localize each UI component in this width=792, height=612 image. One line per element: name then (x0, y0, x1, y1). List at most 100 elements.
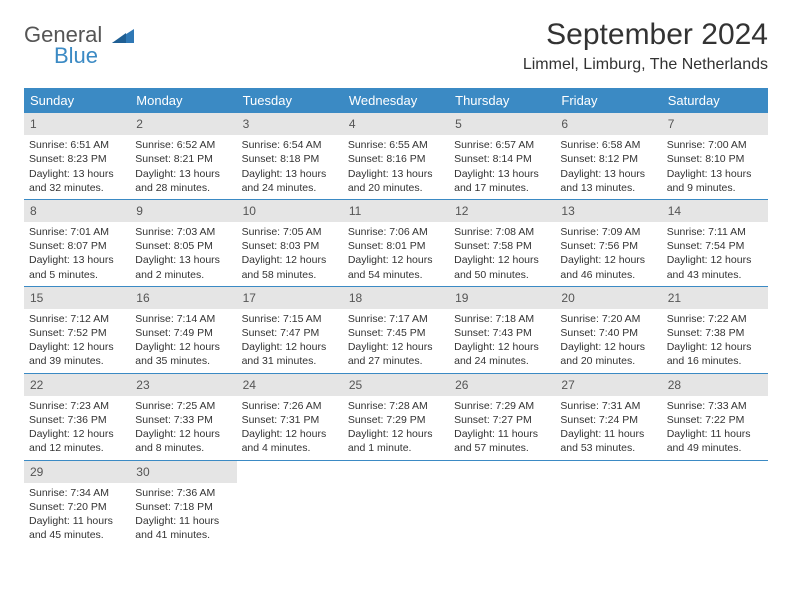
sunset-text: Sunset: 7:29 PM (348, 413, 444, 427)
day-body: Sunrise: 6:57 AMSunset: 8:14 PMDaylight:… (449, 135, 555, 199)
week-row: 22Sunrise: 7:23 AMSunset: 7:36 PMDayligh… (24, 374, 768, 461)
day-cell: 8Sunrise: 7:01 AMSunset: 8:07 PMDaylight… (24, 200, 130, 286)
daylight-text: and 58 minutes. (242, 268, 338, 282)
sunset-text: Sunset: 8:12 PM (560, 152, 656, 166)
sunrise-text: Sunrise: 7:20 AM (560, 312, 656, 326)
daylight-text: Daylight: 13 hours (667, 167, 763, 181)
daylight-text: Daylight: 12 hours (560, 340, 656, 354)
sunset-text: Sunset: 7:24 PM (560, 413, 656, 427)
day-header: Monday (130, 88, 236, 113)
daylight-text: and 50 minutes. (454, 268, 550, 282)
page-subtitle: Limmel, Limburg, The Netherlands (523, 56, 768, 74)
day-cell: 15Sunrise: 7:12 AMSunset: 7:52 PMDayligh… (24, 287, 130, 373)
daylight-text: and 4 minutes. (242, 441, 338, 455)
day-cell: 7Sunrise: 7:00 AMSunset: 8:10 PMDaylight… (662, 113, 768, 199)
day-body: Sunrise: 6:58 AMSunset: 8:12 PMDaylight:… (555, 135, 661, 199)
daylight-text: Daylight: 12 hours (348, 427, 444, 441)
day-number: 11 (343, 200, 449, 222)
sunrise-text: Sunrise: 6:57 AM (454, 138, 550, 152)
day-number: 9 (130, 200, 236, 222)
day-body: Sunrise: 7:03 AMSunset: 8:05 PMDaylight:… (130, 222, 236, 286)
day-number: 8 (24, 200, 130, 222)
sunset-text: Sunset: 7:31 PM (242, 413, 338, 427)
day-number: 15 (24, 287, 130, 309)
daylight-text: and 5 minutes. (29, 268, 125, 282)
day-cell: 18Sunrise: 7:17 AMSunset: 7:45 PMDayligh… (343, 287, 449, 373)
day-body: Sunrise: 7:14 AMSunset: 7:49 PMDaylight:… (130, 309, 236, 373)
day-cell: 1Sunrise: 6:51 AMSunset: 8:23 PMDaylight… (24, 113, 130, 199)
day-number: 23 (130, 374, 236, 396)
logo-triangle-icon (112, 25, 134, 47)
daylight-text: Daylight: 12 hours (667, 253, 763, 267)
daylight-text: and 32 minutes. (29, 181, 125, 195)
day-body: Sunrise: 7:01 AMSunset: 8:07 PMDaylight:… (24, 222, 130, 286)
sunset-text: Sunset: 7:56 PM (560, 239, 656, 253)
day-cell: 30Sunrise: 7:36 AMSunset: 7:18 PMDayligh… (130, 461, 236, 547)
daylight-text: Daylight: 11 hours (560, 427, 656, 441)
day-body: Sunrise: 6:51 AMSunset: 8:23 PMDaylight:… (24, 135, 130, 199)
daylight-text: and 54 minutes. (348, 268, 444, 282)
sunrise-text: Sunrise: 6:55 AM (348, 138, 444, 152)
sunrise-text: Sunrise: 7:11 AM (667, 225, 763, 239)
sunrise-text: Sunrise: 7:25 AM (135, 399, 231, 413)
sunset-text: Sunset: 7:40 PM (560, 326, 656, 340)
daylight-text: Daylight: 12 hours (667, 340, 763, 354)
sunset-text: Sunset: 8:16 PM (348, 152, 444, 166)
day-cell: 5Sunrise: 6:57 AMSunset: 8:14 PMDaylight… (449, 113, 555, 199)
sunrise-text: Sunrise: 7:08 AM (454, 225, 550, 239)
day-number: 18 (343, 287, 449, 309)
daylight-text: and 1 minute. (348, 441, 444, 455)
sunrise-text: Sunrise: 7:03 AM (135, 225, 231, 239)
day-body: Sunrise: 7:06 AMSunset: 8:01 PMDaylight:… (343, 222, 449, 286)
sunset-text: Sunset: 8:05 PM (135, 239, 231, 253)
day-body: Sunrise: 7:00 AMSunset: 8:10 PMDaylight:… (662, 135, 768, 199)
daylight-text: and 12 minutes. (29, 441, 125, 455)
sunset-text: Sunset: 7:47 PM (242, 326, 338, 340)
day-number: 17 (237, 287, 343, 309)
sunrise-text: Sunrise: 7:17 AM (348, 312, 444, 326)
daylight-text: and 49 minutes. (667, 441, 763, 455)
daylight-text: and 35 minutes. (135, 354, 231, 368)
day-body: Sunrise: 7:31 AMSunset: 7:24 PMDaylight:… (555, 396, 661, 460)
sunrise-text: Sunrise: 7:00 AM (667, 138, 763, 152)
day-cell: 9Sunrise: 7:03 AMSunset: 8:05 PMDaylight… (130, 200, 236, 286)
day-body: Sunrise: 7:05 AMSunset: 8:03 PMDaylight:… (237, 222, 343, 286)
daylight-text: and 43 minutes. (667, 268, 763, 282)
day-cell: 27Sunrise: 7:31 AMSunset: 7:24 PMDayligh… (555, 374, 661, 460)
day-cell: 22Sunrise: 7:23 AMSunset: 7:36 PMDayligh… (24, 374, 130, 460)
week-row: 29Sunrise: 7:34 AMSunset: 7:20 PMDayligh… (24, 461, 768, 547)
daylight-text: and 39 minutes. (29, 354, 125, 368)
day-body: Sunrise: 7:36 AMSunset: 7:18 PMDaylight:… (130, 483, 236, 547)
daylight-text: Daylight: 12 hours (560, 253, 656, 267)
sunrise-text: Sunrise: 7:01 AM (29, 225, 125, 239)
daylight-text: and 24 minutes. (242, 181, 338, 195)
day-number: 2 (130, 113, 236, 135)
day-number: 27 (555, 374, 661, 396)
sunrise-text: Sunrise: 7:15 AM (242, 312, 338, 326)
sunset-text: Sunset: 7:54 PM (667, 239, 763, 253)
sunrise-text: Sunrise: 7:12 AM (29, 312, 125, 326)
daylight-text: and 8 minutes. (135, 441, 231, 455)
daylight-text: Daylight: 11 hours (135, 514, 231, 528)
day-cell: 13Sunrise: 7:09 AMSunset: 7:56 PMDayligh… (555, 200, 661, 286)
sunset-text: Sunset: 7:33 PM (135, 413, 231, 427)
daylight-text: and 17 minutes. (454, 181, 550, 195)
daylight-text: Daylight: 12 hours (135, 427, 231, 441)
sunrise-text: Sunrise: 7:22 AM (667, 312, 763, 326)
day-number: 20 (555, 287, 661, 309)
day-body: Sunrise: 7:33 AMSunset: 7:22 PMDaylight:… (662, 396, 768, 460)
week-row: 1Sunrise: 6:51 AMSunset: 8:23 PMDaylight… (24, 113, 768, 200)
sunset-text: Sunset: 8:01 PM (348, 239, 444, 253)
logo-text-general: General (24, 24, 134, 47)
sunrise-text: Sunrise: 7:23 AM (29, 399, 125, 413)
sunset-text: Sunset: 7:18 PM (135, 500, 231, 514)
daylight-text: Daylight: 12 hours (348, 340, 444, 354)
day-number: 12 (449, 200, 555, 222)
sunrise-text: Sunrise: 7:28 AM (348, 399, 444, 413)
sunset-text: Sunset: 8:18 PM (242, 152, 338, 166)
day-cell: 12Sunrise: 7:08 AMSunset: 7:58 PMDayligh… (449, 200, 555, 286)
day-cell: 20 Sunrise: 7:20 AMSunset: 7:40 PMDayligh… (555, 287, 661, 373)
sunset-text: Sunset: 8:21 PM (135, 152, 231, 166)
sunset-text: Sunset: 7:20 PM (29, 500, 125, 514)
day-body: Sunrise: 6:52 AMSunset: 8:21 PMDaylight:… (130, 135, 236, 199)
